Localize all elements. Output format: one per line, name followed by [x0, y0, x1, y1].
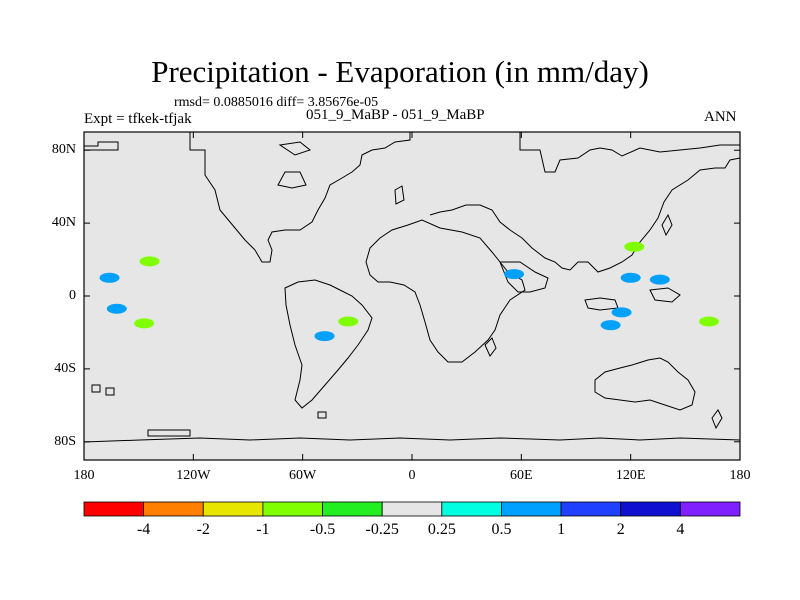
map-plot-area	[84, 132, 740, 460]
colorbar-label: -4	[136, 521, 151, 538]
lon-tick-label: 120W	[176, 468, 211, 483]
anomaly-patch	[106, 303, 127, 314]
anomaly-patch	[620, 272, 641, 283]
coastline-asia-south	[429, 157, 741, 273]
lat-tick-label: 80N	[51, 142, 76, 158]
lon-tick-label: 60W	[289, 468, 317, 483]
coastline-new-zealand	[711, 409, 723, 430]
colorbar-swatch	[322, 501, 383, 517]
coastline-islands-pacific	[91, 384, 101, 393]
colorbar-swatch	[202, 501, 264, 517]
coastline-south-america	[284, 279, 373, 409]
anomaly-patch	[99, 272, 120, 283]
coastline-eurasia	[519, 132, 741, 173]
colorbar-label: -0.5	[309, 521, 336, 538]
lat-tick-label: 0	[69, 288, 76, 303]
coastline-australia	[594, 357, 696, 411]
lon-tick-label: 180	[73, 468, 95, 483]
anomaly-layer	[99, 241, 720, 342]
coastline-arctic-islands	[278, 141, 312, 156]
colorbar-swatch	[560, 501, 622, 517]
coastline-uk	[394, 185, 405, 205]
colorbar-swatch	[441, 501, 502, 517]
lat-tick-label: 40S	[54, 360, 76, 376]
coastline-madagascar	[484, 337, 497, 357]
coastline-greenland	[84, 141, 119, 151]
stats-label: rmsd= 0.0885016 diff= 3.85676e-05	[174, 95, 379, 110]
colorbar-label: 4	[676, 521, 685, 538]
coastline-arabia	[499, 261, 549, 293]
colorbar-label: -1	[256, 521, 270, 538]
anomaly-patch	[139, 256, 160, 267]
coastline-new-guinea	[649, 287, 681, 303]
anomaly-patch	[338, 316, 359, 327]
anomaly-patch	[600, 320, 621, 331]
anomaly-patch	[314, 331, 335, 342]
map-title: Precipitation - Evaporation (in mm/day)	[151, 54, 649, 89]
coastline-antarctic-shelf	[147, 429, 191, 437]
coastline-hudson-bay	[277, 171, 307, 189]
coastline-falklands	[317, 411, 327, 419]
colorbar-label: 0.5	[491, 521, 512, 538]
anomaly-patch	[624, 241, 645, 252]
colorbar-swatch	[262, 501, 323, 517]
season-label: ANN	[704, 109, 737, 125]
experiment-label: Expt = tfkek-tfjak	[84, 111, 192, 127]
coastline-africa	[365, 219, 526, 363]
anomaly-patch	[504, 269, 525, 280]
colorbar-swatch	[83, 501, 145, 517]
lat-tick-label: 40N	[51, 215, 76, 231]
coastline-islands-pacific-2	[105, 387, 115, 396]
lat-tick-label: 80S	[54, 433, 76, 449]
colorbar-label: -2	[196, 521, 210, 538]
anomaly-patch	[611, 307, 632, 318]
anomaly-patch	[134, 318, 155, 329]
coastline-antarctica	[83, 437, 741, 443]
lon-tick-label: 120E	[615, 468, 646, 483]
colorbar-label: 1	[557, 521, 566, 538]
anomaly-patch	[699, 316, 720, 327]
colorbar-swatch	[501, 501, 562, 517]
anomaly-patch	[649, 274, 670, 285]
colorbar-swatch	[381, 501, 443, 517]
colorbar-label: -0.25	[365, 521, 399, 538]
colorbar	[83, 501, 741, 517]
lon-tick-label: 0	[408, 468, 416, 483]
case-label: 051_9_MaBP - 051_9_MaBP	[306, 107, 485, 123]
coastlines	[83, 132, 741, 443]
lon-tick-label: 60E	[510, 468, 533, 483]
colorbar-swatch	[620, 501, 681, 517]
coastline-japan	[661, 213, 673, 237]
lon-tick-label: 180	[729, 468, 751, 483]
colorbar-label: 0.25	[427, 521, 456, 538]
tick-marks	[83, 132, 741, 460]
colorbar-label: 2	[616, 521, 625, 538]
coastline-north-america	[189, 132, 411, 263]
colorbar-swatch	[679, 501, 741, 517]
colorbar-swatch	[143, 501, 204, 517]
